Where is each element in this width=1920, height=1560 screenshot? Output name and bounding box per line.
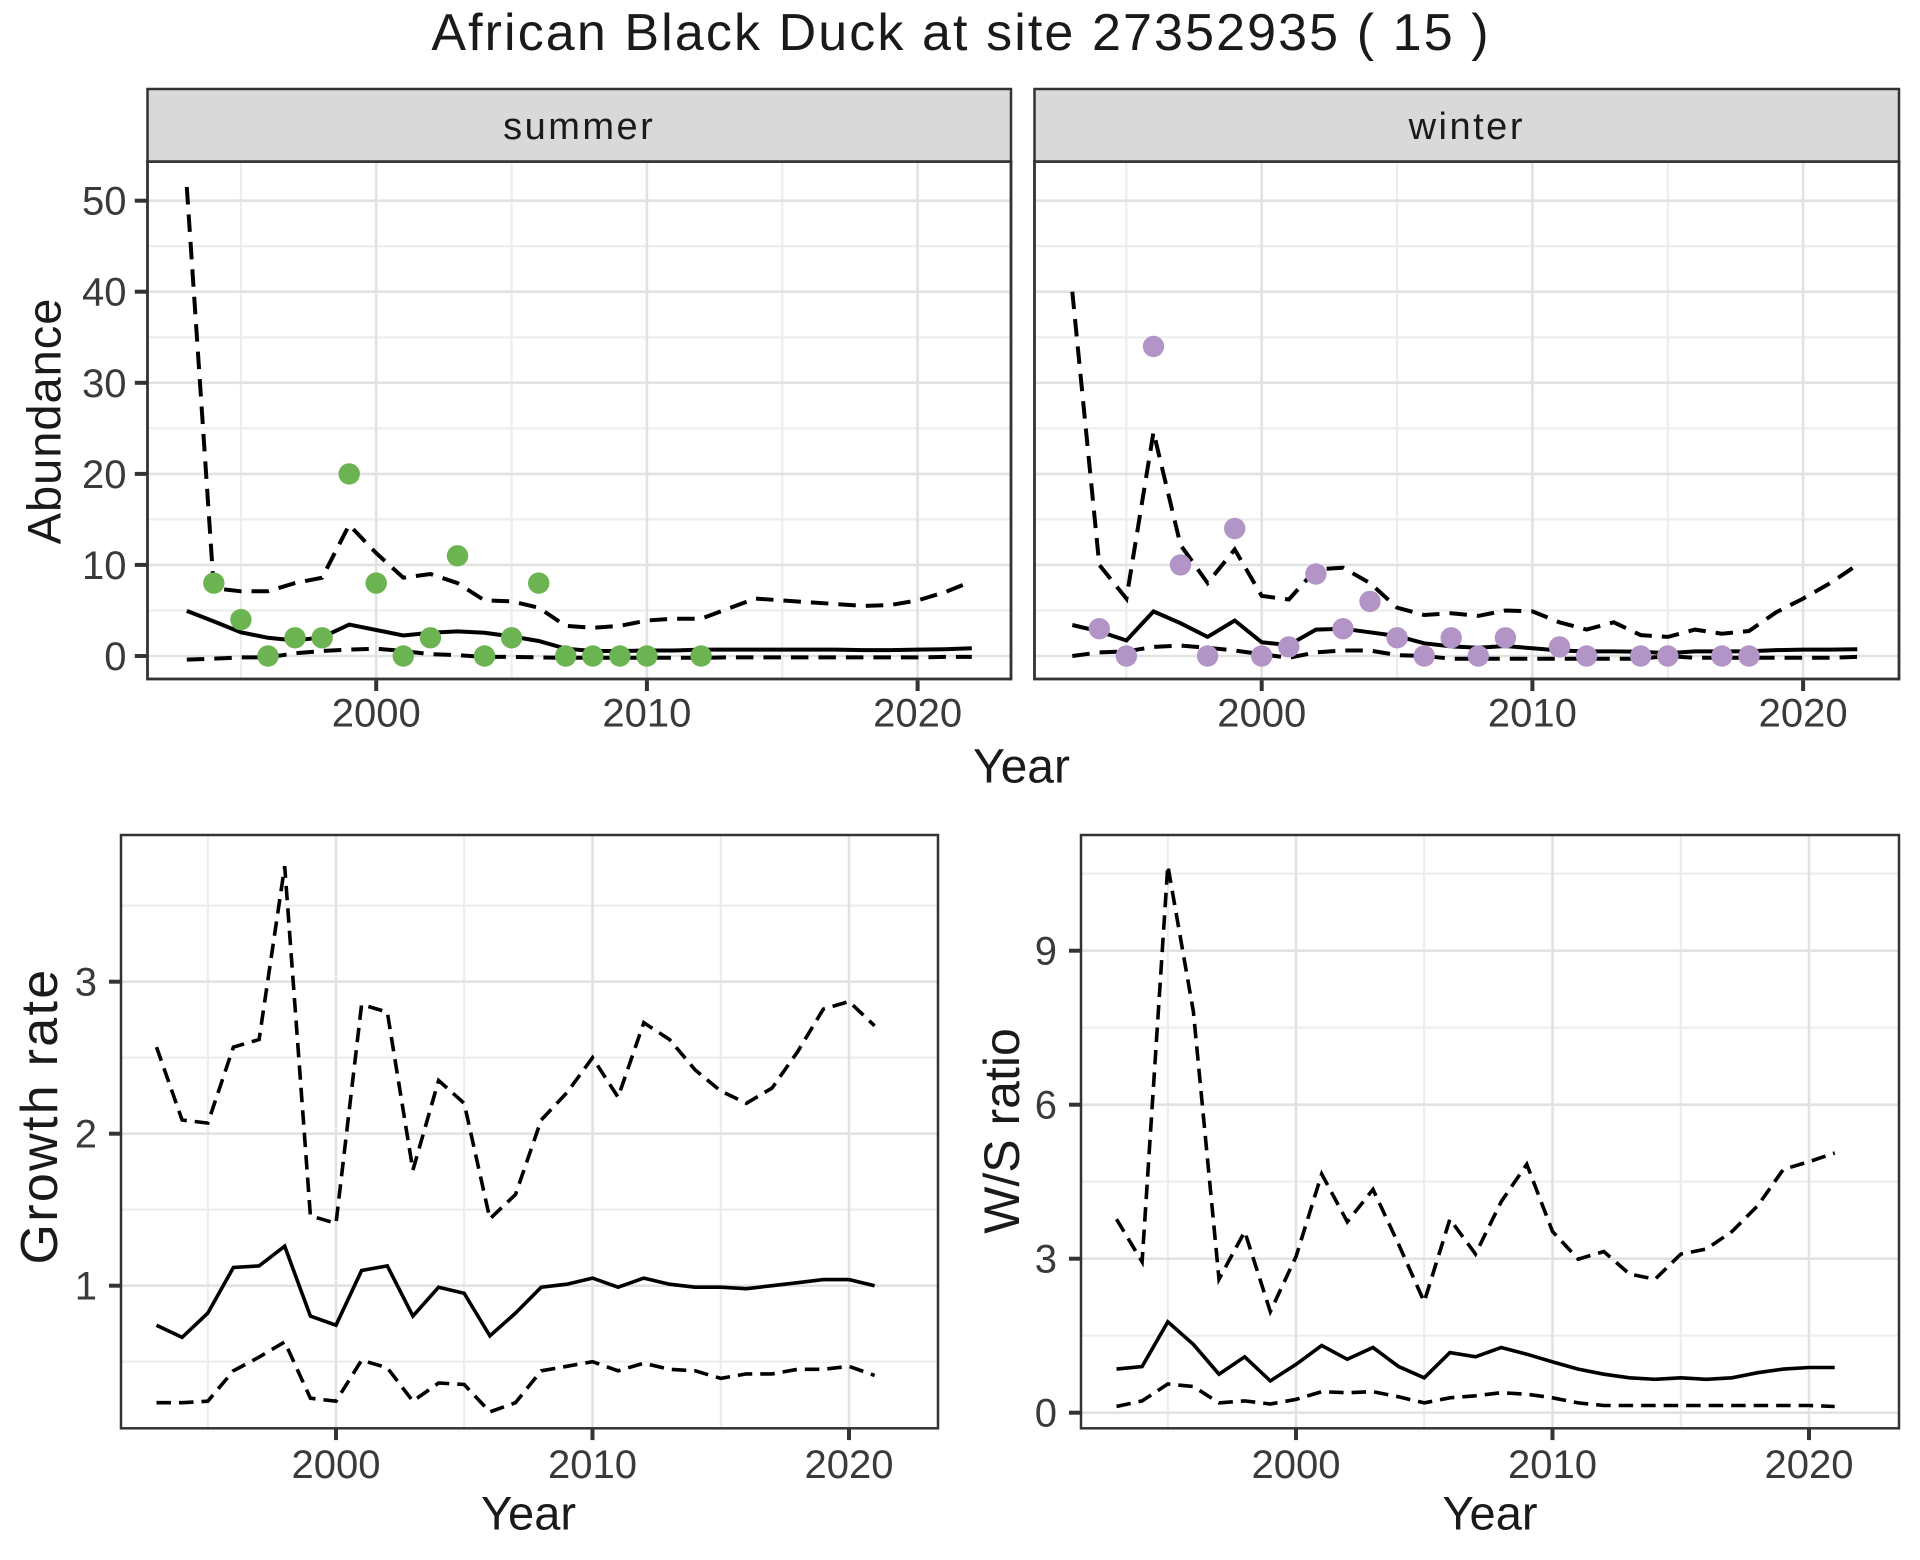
svg-text:3: 3: [75, 961, 97, 1005]
svg-text:2000: 2000: [1217, 692, 1306, 736]
svg-text:1: 1: [75, 1265, 97, 1309]
svg-text:2020: 2020: [805, 1443, 894, 1487]
svg-text:Year: Year: [1443, 1487, 1538, 1540]
svg-text:Abundance: Abundance: [18, 298, 71, 545]
svg-text:6: 6: [1035, 1084, 1057, 1128]
svg-text:2000: 2000: [292, 1443, 381, 1487]
svg-text:2000: 2000: [332, 692, 421, 736]
svg-text:African Black Duck at site 273: African Black Duck at site 27352935 ( 15…: [431, 4, 1490, 62]
svg-text:2010: 2010: [1508, 1443, 1597, 1487]
svg-text:3: 3: [1035, 1238, 1057, 1282]
svg-text:2020: 2020: [873, 692, 962, 736]
svg-text:W/S ratio: W/S ratio: [974, 1028, 1030, 1234]
svg-text:0: 0: [1035, 1392, 1057, 1436]
svg-text:winter: winter: [1408, 106, 1525, 148]
svg-text:0: 0: [104, 635, 126, 679]
svg-text:9: 9: [1035, 930, 1057, 974]
svg-text:2020: 2020: [1759, 692, 1848, 736]
svg-text:20: 20: [82, 453, 127, 497]
svg-text:2: 2: [75, 1113, 97, 1157]
svg-text:summer: summer: [503, 106, 655, 148]
svg-text:Year: Year: [973, 741, 1070, 794]
svg-text:2000: 2000: [1252, 1443, 1341, 1487]
svg-text:30: 30: [82, 362, 127, 406]
svg-text:Year: Year: [481, 1487, 576, 1540]
svg-text:2020: 2020: [1765, 1443, 1854, 1487]
svg-text:40: 40: [82, 271, 127, 315]
svg-text:2010: 2010: [602, 692, 691, 736]
svg-text:2010: 2010: [548, 1443, 637, 1487]
svg-text:10: 10: [82, 544, 127, 588]
svg-text:2010: 2010: [1488, 692, 1577, 736]
svg-text:Growth rate: Growth rate: [11, 968, 69, 1265]
svg-text:50: 50: [82, 180, 127, 224]
